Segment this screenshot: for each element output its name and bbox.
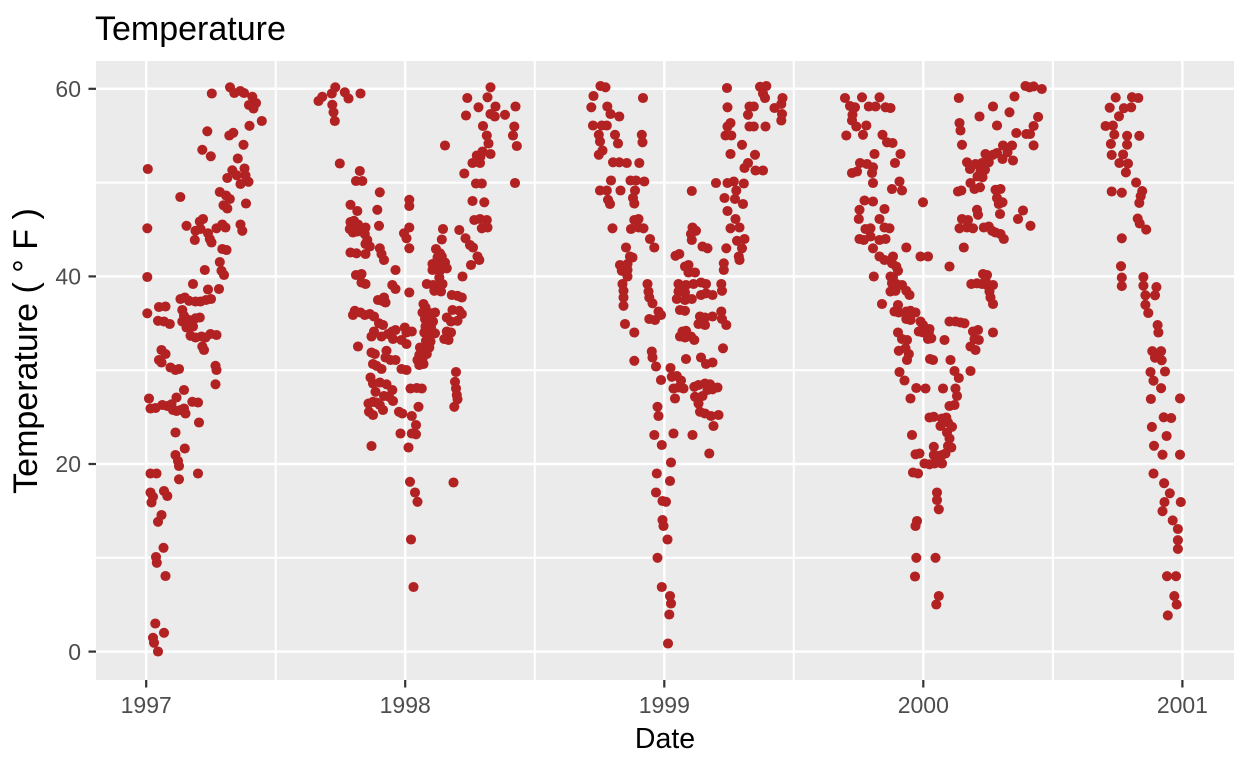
svg-text:1999: 1999 [639, 692, 690, 718]
svg-text:60: 60 [55, 76, 81, 102]
svg-text:2001: 2001 [1157, 692, 1208, 718]
svg-text:Date: Date [635, 723, 695, 755]
svg-text:1998: 1998 [380, 692, 431, 718]
svg-text:Temperature ( ° F ): Temperature ( ° F ) [7, 208, 45, 494]
svg-text:2000: 2000 [898, 692, 949, 718]
svg-text:20: 20 [55, 451, 81, 477]
svg-text:0: 0 [68, 639, 81, 665]
svg-text:Temperature: Temperature [95, 10, 286, 48]
svg-text:40: 40 [55, 264, 81, 290]
svg-text:1997: 1997 [121, 692, 172, 718]
